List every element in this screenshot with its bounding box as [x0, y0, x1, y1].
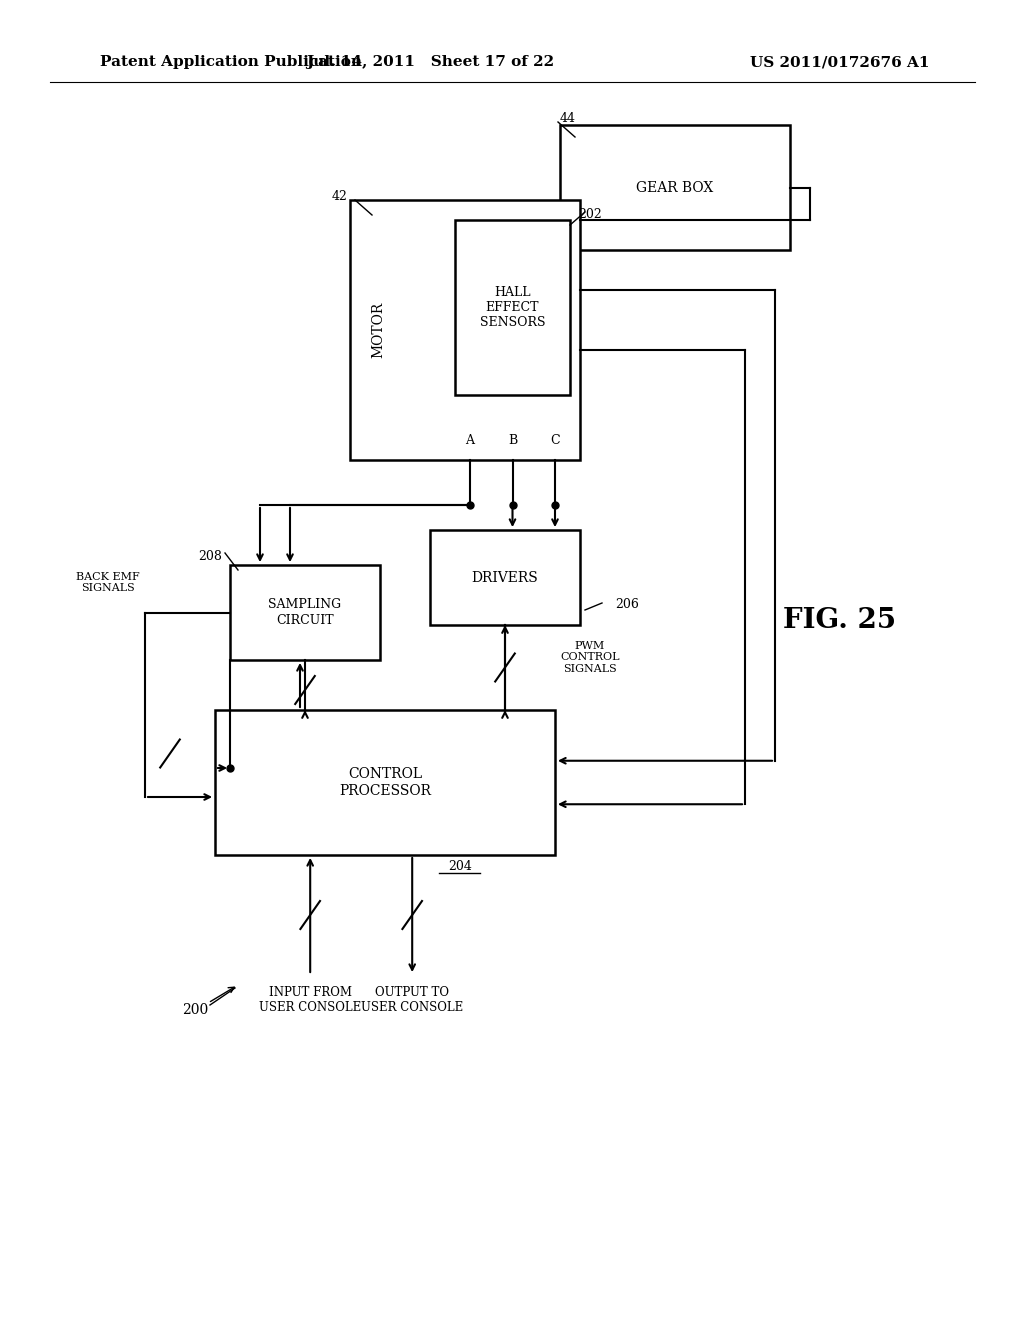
Text: 200: 200 — [182, 1003, 208, 1016]
Text: BACK EMF
SIGNALS: BACK EMF SIGNALS — [76, 572, 140, 593]
Text: US 2011/0172676 A1: US 2011/0172676 A1 — [750, 55, 930, 69]
Text: 202: 202 — [578, 209, 602, 222]
Text: FIG. 25: FIG. 25 — [783, 606, 897, 634]
Text: 208: 208 — [198, 550, 222, 564]
Text: MOTOR: MOTOR — [371, 302, 385, 358]
Bar — [560, 125, 790, 249]
Text: OUTPUT TO
USER CONSOLE: OUTPUT TO USER CONSOLE — [361, 986, 463, 1014]
Bar — [350, 201, 580, 459]
Text: HALL
EFFECT
SENSORS: HALL EFFECT SENSORS — [480, 286, 545, 329]
Text: C: C — [550, 433, 560, 446]
Text: 44: 44 — [560, 111, 575, 124]
Text: Jul. 14, 2011   Sheet 17 of 22: Jul. 14, 2011 Sheet 17 of 22 — [306, 55, 554, 69]
Text: CONTROL
PROCESSOR: CONTROL PROCESSOR — [339, 767, 431, 797]
Text: 42: 42 — [332, 190, 348, 202]
Text: GEAR BOX: GEAR BOX — [636, 181, 714, 194]
Text: Patent Application Publication: Patent Application Publication — [100, 55, 362, 69]
Text: SAMPLING
CIRCUIT: SAMPLING CIRCUIT — [268, 598, 342, 627]
Text: B: B — [508, 433, 517, 446]
Bar — [430, 531, 580, 624]
Text: 204: 204 — [447, 861, 472, 874]
Text: DRIVERS: DRIVERS — [472, 570, 539, 585]
Bar — [455, 220, 570, 395]
Bar — [215, 710, 555, 855]
Text: PWM
CONTROL
SIGNALS: PWM CONTROL SIGNALS — [560, 642, 620, 675]
Text: INPUT FROM
USER CONSOLE: INPUT FROM USER CONSOLE — [259, 986, 361, 1014]
Text: 206: 206 — [615, 598, 639, 611]
Bar — [230, 565, 380, 660]
Text: A: A — [466, 433, 474, 446]
